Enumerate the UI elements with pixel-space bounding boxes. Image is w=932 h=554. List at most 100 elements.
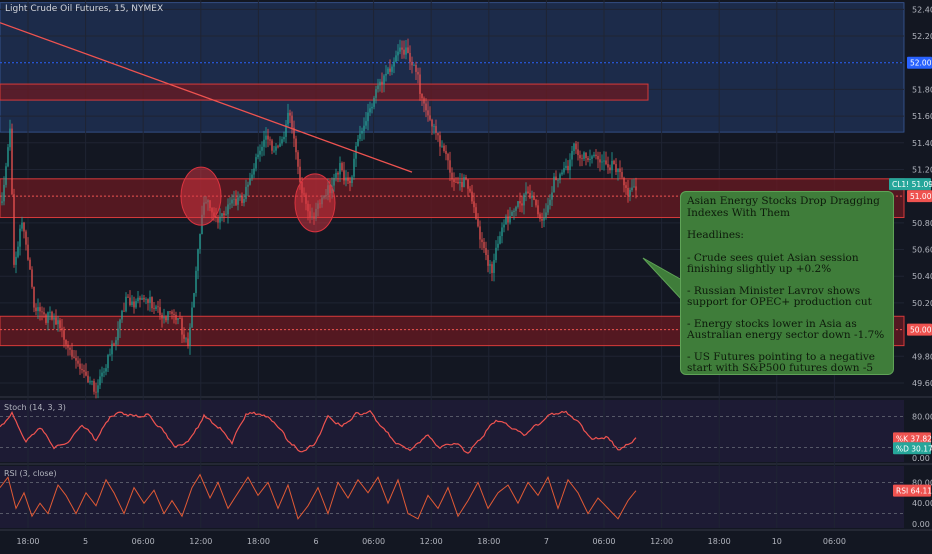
candle[interactable] <box>581 154 583 167</box>
candle[interactable] <box>273 145 275 153</box>
candle[interactable] <box>619 160 621 179</box>
candle[interactable] <box>243 194 245 207</box>
candle[interactable] <box>453 172 455 191</box>
candle[interactable] <box>137 290 139 304</box>
candle[interactable] <box>217 214 219 229</box>
candle[interactable] <box>549 194 551 210</box>
symbol-title[interactable]: Light Crude Oil Futures, 15, NYMEX <box>5 4 164 14</box>
candle[interactable] <box>337 171 339 183</box>
candle[interactable] <box>493 253 495 282</box>
candle[interactable] <box>361 127 363 142</box>
candle[interactable] <box>461 173 463 192</box>
candle[interactable] <box>617 168 619 181</box>
candle[interactable] <box>531 190 533 207</box>
candle[interactable] <box>447 152 449 170</box>
candle[interactable] <box>165 315 167 323</box>
candle[interactable] <box>513 208 515 220</box>
candle[interactable] <box>47 311 49 331</box>
candle[interactable] <box>483 237 485 253</box>
candle[interactable] <box>181 316 183 344</box>
candle[interactable] <box>289 109 291 123</box>
candle[interactable] <box>97 379 99 399</box>
candle[interactable] <box>89 376 91 385</box>
candle[interactable] <box>111 340 113 362</box>
candle[interactable] <box>241 192 243 207</box>
candle[interactable] <box>107 353 109 372</box>
candle[interactable] <box>135 298 137 309</box>
candle[interactable] <box>401 40 403 59</box>
candle[interactable] <box>397 44 399 62</box>
candle[interactable] <box>491 261 493 282</box>
candle[interactable] <box>631 179 633 192</box>
candle[interactable] <box>157 300 159 313</box>
candle[interactable] <box>359 125 361 142</box>
candle[interactable] <box>219 208 221 230</box>
candle[interactable] <box>517 201 519 209</box>
candle[interactable] <box>277 144 279 149</box>
candle[interactable] <box>161 312 163 328</box>
candle[interactable] <box>609 164 611 174</box>
candle[interactable] <box>267 128 269 148</box>
candle[interactable] <box>537 199 539 218</box>
candle[interactable] <box>345 170 347 187</box>
candle[interactable] <box>593 151 595 158</box>
candle[interactable] <box>185 337 187 343</box>
candle[interactable] <box>227 198 229 224</box>
candle[interactable] <box>143 295 145 303</box>
candle[interactable] <box>389 59 391 76</box>
candle[interactable] <box>265 127 267 148</box>
level-price-badge[interactable]: 51.00 <box>907 190 932 203</box>
trendline[interactable] <box>0 22 413 173</box>
candle[interactable] <box>105 364 107 376</box>
candle[interactable] <box>197 248 199 280</box>
candle[interactable] <box>521 195 523 213</box>
candle[interactable] <box>63 326 65 348</box>
candle[interactable] <box>625 181 627 195</box>
candle[interactable] <box>163 308 165 324</box>
candle[interactable] <box>405 39 407 60</box>
candle[interactable] <box>255 153 257 172</box>
candle[interactable] <box>467 178 469 197</box>
candle[interactable] <box>589 149 591 167</box>
candle[interactable] <box>363 117 365 140</box>
candle[interactable] <box>129 290 131 307</box>
candle[interactable] <box>481 232 483 250</box>
candle[interactable] <box>13 188 15 268</box>
candle[interactable] <box>133 296 135 314</box>
candle[interactable] <box>199 233 201 254</box>
candle[interactable] <box>131 295 133 307</box>
candle[interactable] <box>379 78 381 92</box>
candle[interactable] <box>189 323 191 355</box>
candle[interactable] <box>539 212 541 222</box>
candle[interactable] <box>261 141 263 157</box>
candle[interactable] <box>187 332 189 349</box>
candle[interactable] <box>569 153 571 180</box>
candle[interactable] <box>367 103 369 131</box>
candle[interactable] <box>373 95 375 110</box>
candle[interactable] <box>283 131 285 142</box>
candle[interactable] <box>495 240 497 263</box>
candle[interactable] <box>35 303 37 316</box>
candle[interactable] <box>7 144 9 168</box>
candle[interactable] <box>497 236 499 251</box>
candle[interactable] <box>253 163 255 179</box>
candle[interactable] <box>561 169 563 176</box>
candle[interactable] <box>223 210 225 223</box>
candle[interactable] <box>383 74 385 93</box>
candle[interactable] <box>251 168 253 181</box>
candle[interactable] <box>615 158 617 175</box>
last-price-badge[interactable]: CL1! 51.09 <box>889 178 932 191</box>
candle[interactable] <box>37 298 39 319</box>
candle[interactable] <box>419 67 421 101</box>
candle[interactable] <box>85 363 87 377</box>
candle[interactable] <box>547 197 549 215</box>
candle[interactable] <box>99 369 101 389</box>
candle[interactable] <box>225 206 227 216</box>
candle[interactable] <box>275 142 277 155</box>
candle[interactable] <box>543 208 545 228</box>
candle[interactable] <box>525 182 527 202</box>
candle[interactable] <box>191 301 193 329</box>
candle[interactable] <box>623 176 625 193</box>
candle[interactable] <box>579 150 581 167</box>
